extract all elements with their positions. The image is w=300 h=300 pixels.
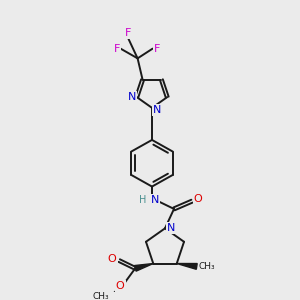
Polygon shape xyxy=(177,263,197,269)
Text: F: F xyxy=(153,44,160,54)
Text: F: F xyxy=(124,28,131,38)
Text: N: N xyxy=(151,195,159,205)
Text: H: H xyxy=(139,195,147,205)
Polygon shape xyxy=(134,263,153,271)
Text: CH₃: CH₃ xyxy=(93,292,110,300)
Text: F: F xyxy=(113,44,120,54)
Text: N: N xyxy=(167,224,175,233)
Text: N: N xyxy=(153,105,161,115)
Text: O: O xyxy=(194,194,202,204)
Text: O: O xyxy=(116,281,124,291)
Text: N: N xyxy=(128,92,136,102)
Text: O: O xyxy=(108,254,117,264)
Text: CH₃: CH₃ xyxy=(198,262,215,271)
